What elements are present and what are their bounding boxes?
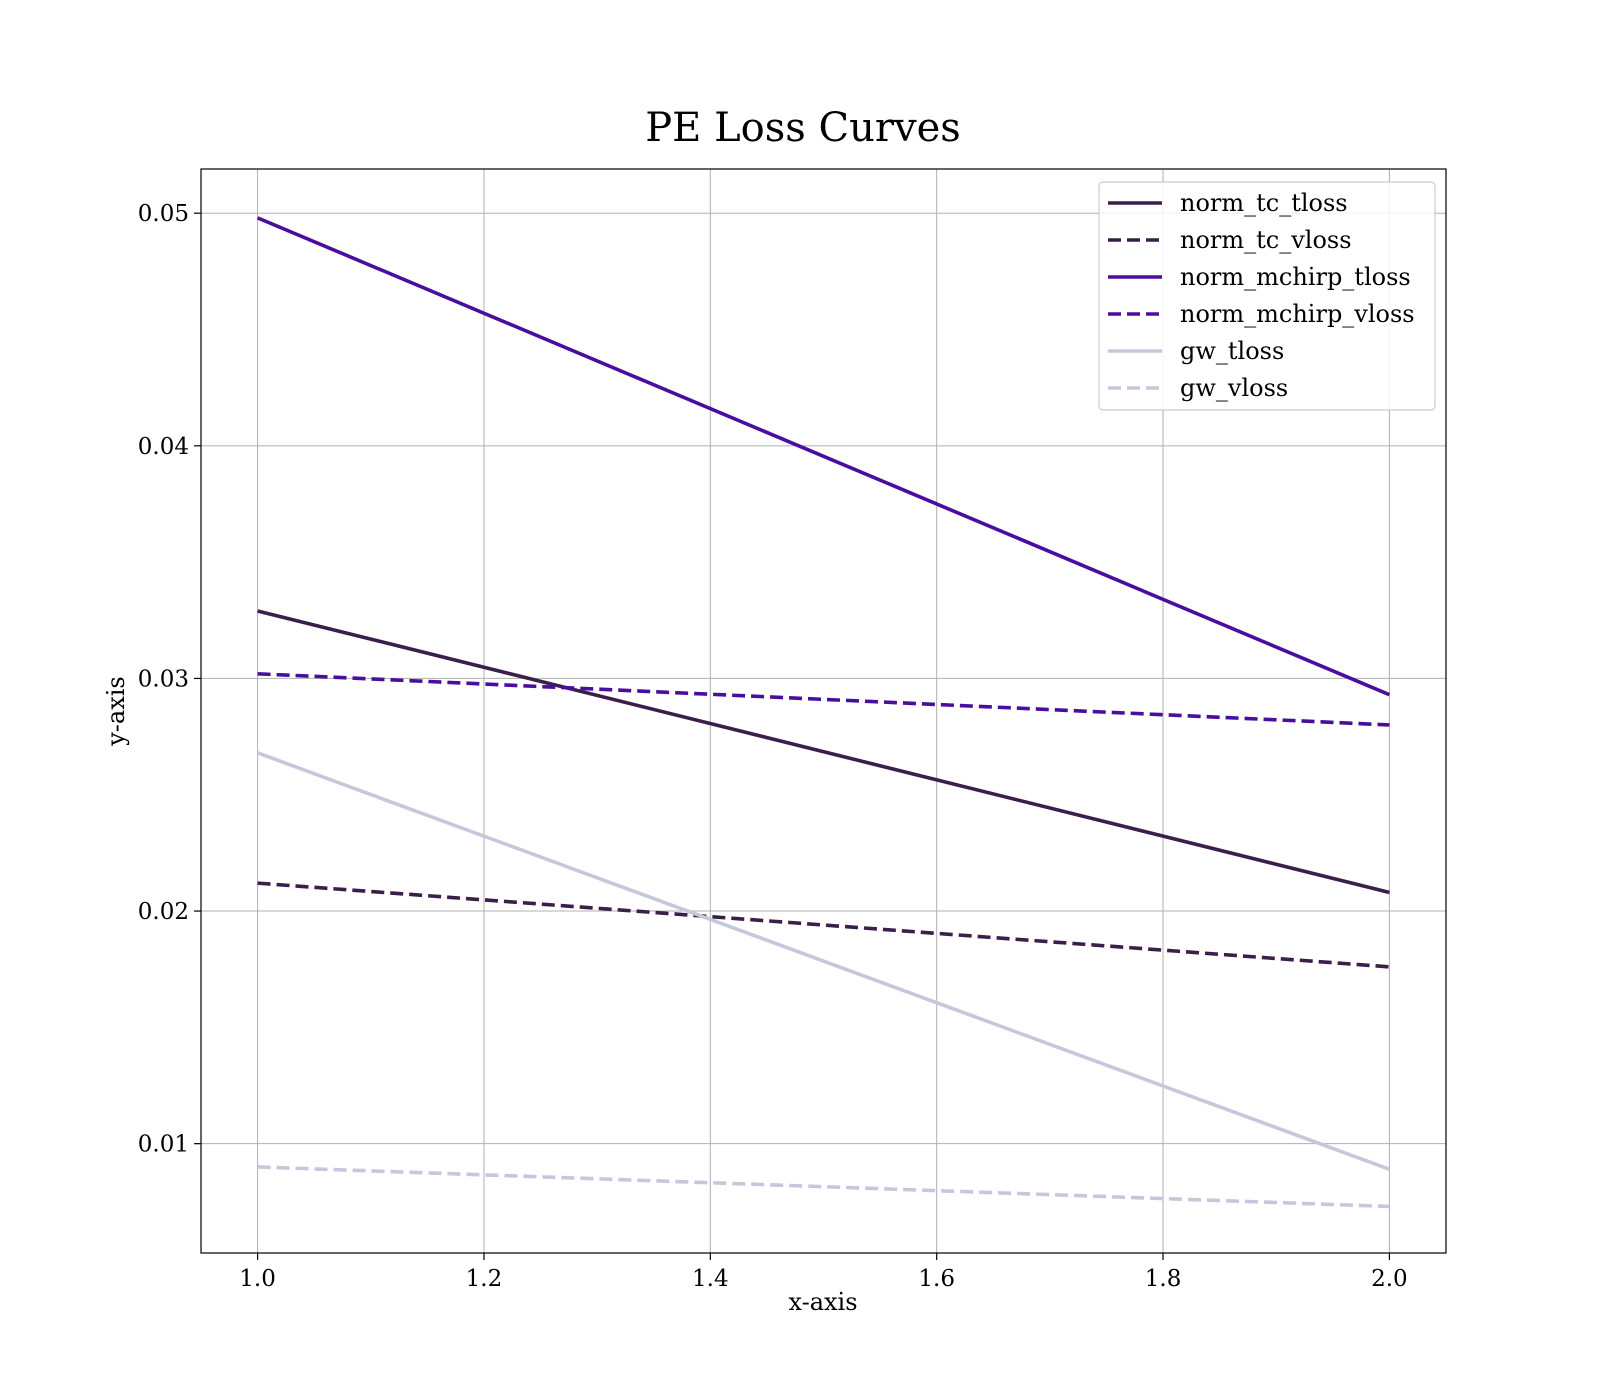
legend-item: gw_tloss bbox=[1108, 337, 1284, 365]
x-tick-label: 2.0 bbox=[1371, 1266, 1408, 1292]
series-line-norm-mchirp-vloss bbox=[257, 671, 1390, 727]
y-axis-label: y-axis bbox=[102, 676, 130, 747]
legend-label: gw_vloss bbox=[1180, 374, 1288, 402]
legend-item: gw_vloss bbox=[1108, 374, 1288, 402]
plot-frame bbox=[200, 168, 1447, 1254]
legend: norm_tc_tloss norm_tc_vloss norm_mchirp_tl… bbox=[1098, 181, 1436, 411]
legend-item: norm_tc_vloss bbox=[1108, 226, 1352, 254]
legend-label: norm_tc_vloss bbox=[1180, 226, 1352, 254]
legend-label: norm_tc_tloss bbox=[1180, 189, 1348, 217]
ticks: 1.0 1.2 1.4 1.6 1.8 2.0 0.01 0.02 0.03 0.04 0.05 bbox=[138, 201, 1408, 1292]
legend-label: norm_mchirp_vloss bbox=[1180, 300, 1415, 328]
x-tick-label: 1.8 bbox=[1145, 1266, 1182, 1292]
series-group bbox=[256, 216, 1391, 1209]
y-tick-label: 0.02 bbox=[138, 899, 189, 925]
y-tick-label: 0.01 bbox=[138, 1132, 189, 1158]
series-line-gw-vloss bbox=[257, 1165, 1390, 1209]
x-axis-label: x-axis bbox=[788, 1288, 857, 1316]
series-line-gw-tloss bbox=[256, 751, 1391, 1171]
y-tick-label: 0.03 bbox=[138, 666, 189, 692]
x-tick-label: 1.4 bbox=[692, 1266, 729, 1292]
series-line-norm-tc-tloss bbox=[257, 609, 1390, 895]
series-line-norm-tc-vloss bbox=[257, 881, 1390, 969]
x-tick-label: 1.0 bbox=[239, 1266, 276, 1292]
x-tick-label: 1.6 bbox=[918, 1266, 955, 1292]
y-tick-label: 0.04 bbox=[138, 434, 189, 460]
legend-frame bbox=[1098, 181, 1436, 411]
legend-label: gw_tloss bbox=[1180, 337, 1284, 365]
legend-label: norm_mchirp_tloss bbox=[1180, 263, 1411, 291]
y-tick-label: 0.05 bbox=[138, 201, 189, 227]
legend-item: norm_mchirp_vloss bbox=[1108, 300, 1415, 328]
x-tick-label: 1.2 bbox=[466, 1266, 503, 1292]
legend-item: norm_tc_tloss bbox=[1108, 189, 1348, 217]
legend-item: norm_mchirp_tloss bbox=[1108, 263, 1411, 291]
chart-title: PE Loss Curves bbox=[645, 105, 961, 151]
series-line-norm-mchirp-tloss bbox=[256, 216, 1391, 697]
